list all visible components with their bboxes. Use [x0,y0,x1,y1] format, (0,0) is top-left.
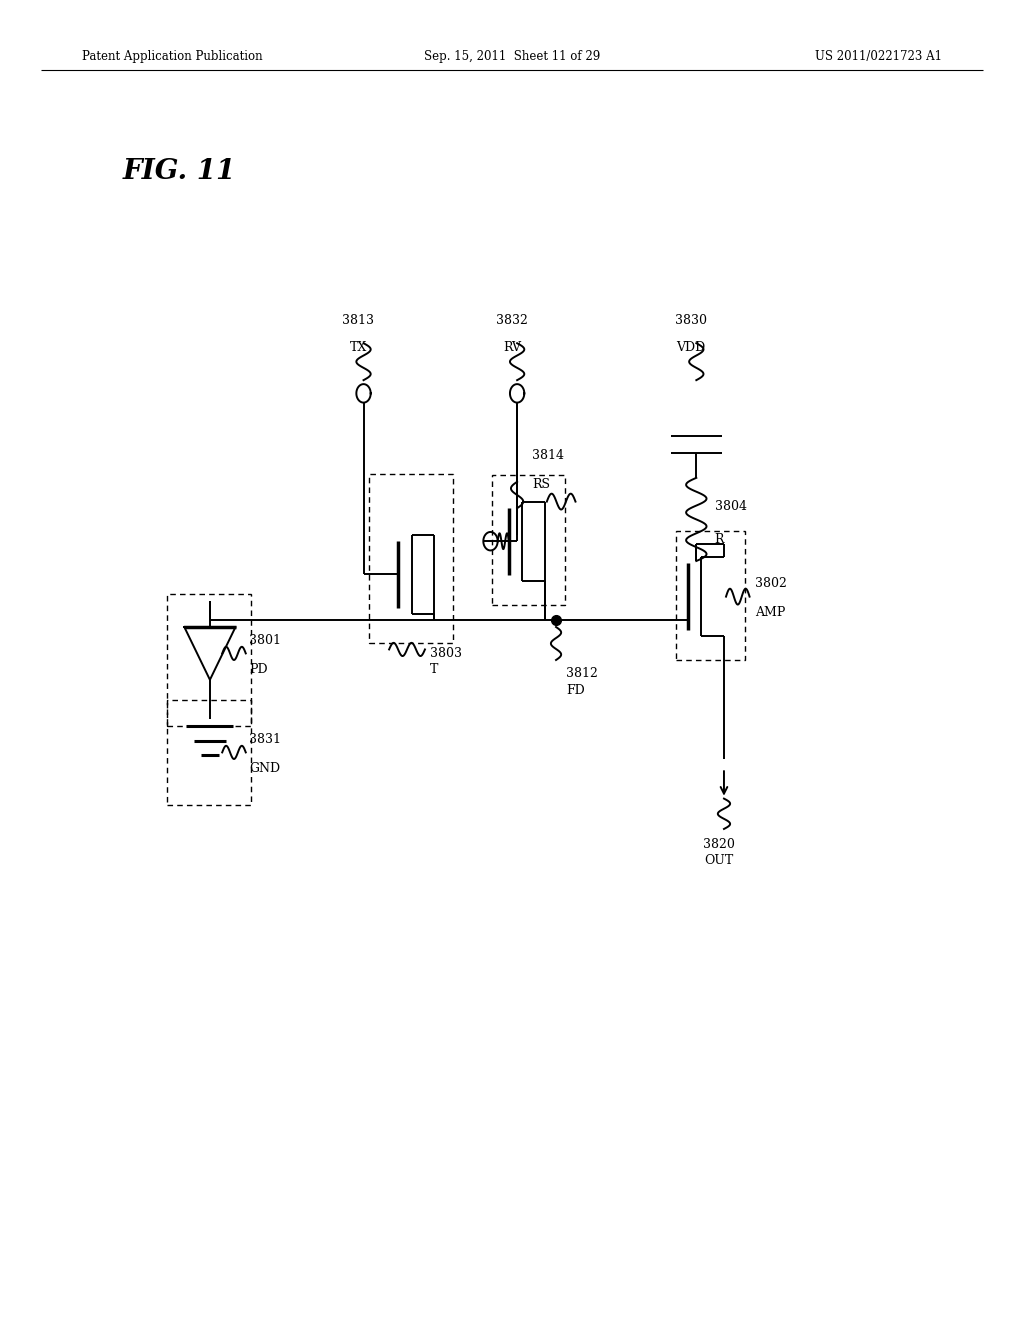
Bar [167,700,251,805]
Text: RV: RV [503,341,521,354]
Text: R: R [715,532,724,545]
Text: 3830: 3830 [675,314,708,327]
Text: FIG. 11: FIG. 11 [123,158,237,185]
Text: T: T [430,663,438,676]
Text: 3803: 3803 [430,647,462,660]
Text: GND: GND [249,762,280,775]
Text: OUT: OUT [705,854,733,867]
Text: 3820: 3820 [702,838,735,851]
Text: RS: RS [532,478,551,491]
Bar [369,474,453,643]
Text: 3802: 3802 [755,577,786,590]
Text: TX: TX [350,341,367,354]
Bar [167,594,251,726]
Text: AMP: AMP [755,606,785,619]
Text: VDD: VDD [677,341,706,354]
Bar [676,531,745,660]
Text: PD: PD [249,663,267,676]
Text: FD: FD [566,684,585,697]
Text: 3801: 3801 [249,634,281,647]
Text: 3812: 3812 [566,667,598,680]
Text: Sep. 15, 2011  Sheet 11 of 29: Sep. 15, 2011 Sheet 11 of 29 [424,50,600,63]
Text: 3831: 3831 [249,733,281,746]
Text: US 2011/0221723 A1: US 2011/0221723 A1 [815,50,942,63]
Text: 3832: 3832 [496,314,528,327]
Text: 3813: 3813 [342,314,375,327]
Text: Patent Application Publication: Patent Application Publication [82,50,262,63]
Text: 3804: 3804 [715,500,746,512]
Bar [492,475,565,605]
Text: 3814: 3814 [532,449,564,462]
